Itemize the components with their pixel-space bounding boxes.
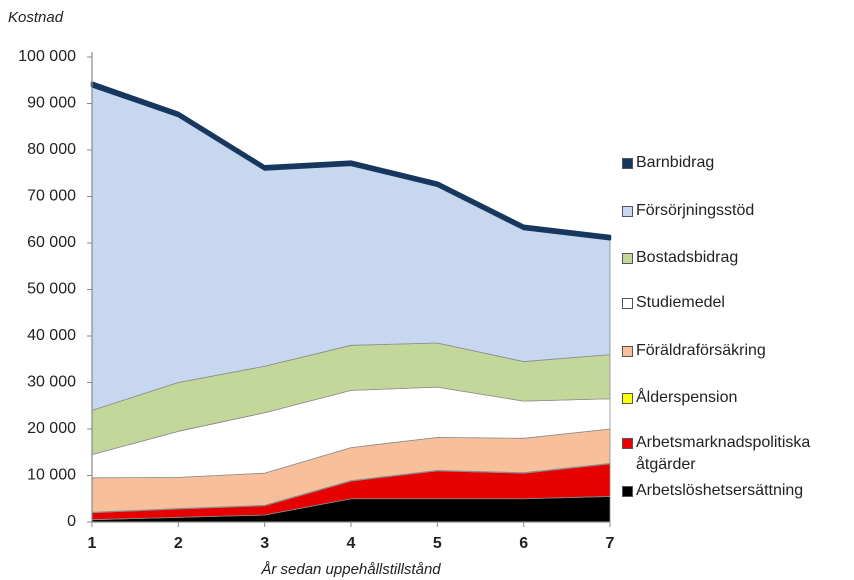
legend-swatch: [622, 486, 633, 497]
y-tick-label: 70 000: [27, 188, 76, 205]
area: [90, 81, 612, 241]
x-tick-label: 1: [88, 535, 97, 552]
x-tick-label: 6: [519, 535, 528, 552]
legend-label: Arbetslöshetsersättning: [636, 482, 804, 499]
x-tick-label: 3: [260, 535, 269, 552]
legend-swatch: [622, 158, 633, 169]
x-axis-label: År sedan uppehållstillstånd: [260, 561, 441, 578]
legend-label: Barnbidrag: [636, 154, 715, 171]
legend-item: Ålderspension: [622, 387, 841, 409]
y-tick-label: 60 000: [27, 234, 76, 251]
legend-swatch: [622, 393, 633, 404]
x-tick-label: 2: [174, 535, 183, 552]
legend-label: Arbetsmarknadspolitiska åtgärder: [636, 434, 811, 473]
y-tick-label: 20 000: [27, 420, 76, 437]
legend-item: Arbetslöshetsersättning: [622, 480, 841, 502]
legend-swatch: [622, 346, 633, 357]
y-tick-label: 80 000: [27, 141, 76, 158]
x-tick-label: 5: [433, 535, 442, 552]
x-tick-label: 4: [347, 535, 356, 552]
legend-label: Studiemedel: [636, 294, 725, 311]
legend-item: Barnbidrag: [622, 152, 841, 174]
legend-item: Arbetsmarknadspolitiska åtgärder: [622, 432, 841, 476]
x-tick-label: 7: [606, 535, 615, 552]
legend-swatch: [622, 253, 633, 264]
legend-item: Föräldraförsäkring: [622, 340, 841, 362]
y-tick-label: 0: [67, 513, 76, 530]
areas: [90, 81, 612, 523]
y-tick-label: 50 000: [27, 281, 76, 298]
y-tick-label: 100 000: [18, 48, 76, 65]
legend-label: Föräldraförsäkring: [636, 342, 766, 359]
legend-swatch: [622, 298, 633, 309]
legend-label: Ålderspension: [636, 389, 738, 406]
y-tick-label: 40 000: [27, 327, 76, 344]
y-tick-label: 10 000: [27, 467, 76, 484]
legend-swatch: [622, 206, 633, 217]
y-tick-label: 30 000: [27, 374, 76, 391]
legend-item: Bostadsbidrag: [622, 247, 841, 269]
legend-label: Försörjningsstöd: [636, 202, 755, 219]
legend-item: Studiemedel: [622, 292, 841, 314]
y-axis-label: Kostnad: [8, 9, 64, 26]
legend-label: Bostadsbidrag: [636, 249, 739, 266]
legend-swatch: [622, 438, 633, 449]
legend-item: Försörjningsstöd: [622, 200, 841, 222]
y-tick-label: 90 000: [27, 95, 76, 112]
